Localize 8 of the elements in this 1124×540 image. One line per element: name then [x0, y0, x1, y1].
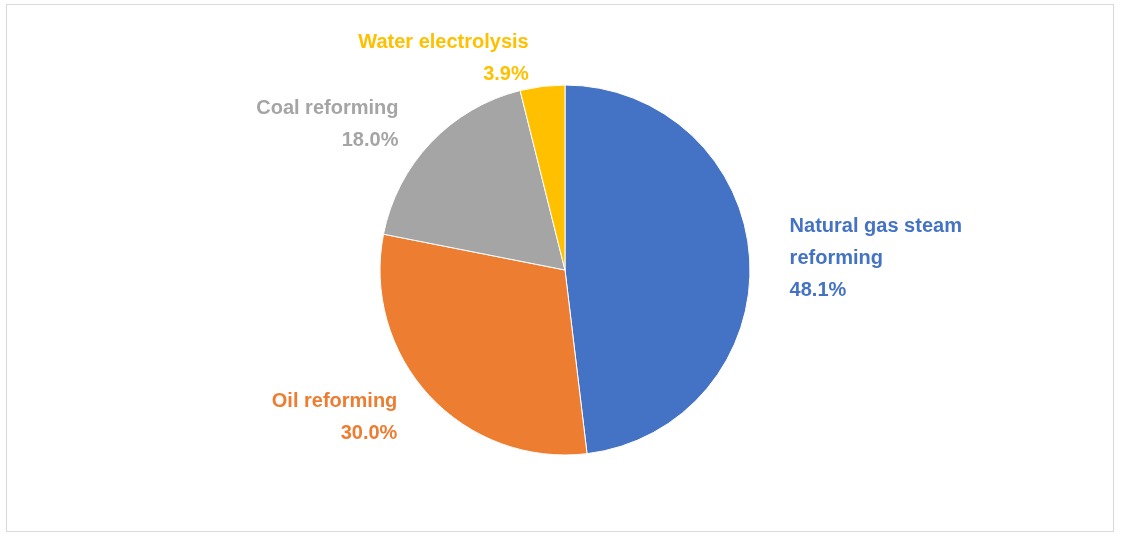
- data-label: 3.9%: [483, 61, 529, 84]
- data-label: 30.0%: [340, 421, 398, 444]
- data-label: 18.0%: [341, 127, 399, 150]
- slice-label: Natural gas steam reforming: [789, 214, 968, 269]
- slice-label: Coal reforming: [256, 95, 399, 118]
- slice-label: Oil reforming: [271, 389, 398, 412]
- data-label: 48.1%: [789, 278, 847, 301]
- slice-label: Water electrolysis: [358, 29, 529, 52]
